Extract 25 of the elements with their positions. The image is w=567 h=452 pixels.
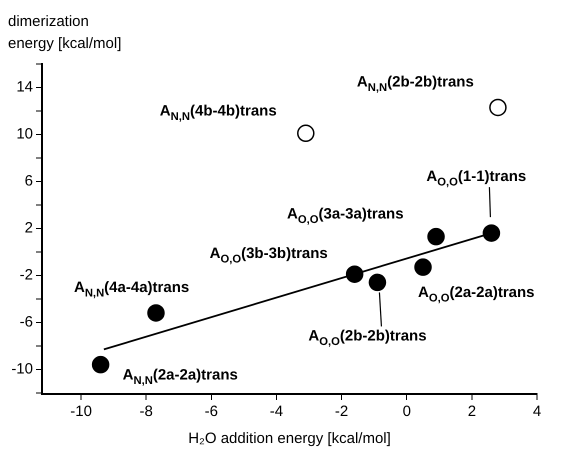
x-tick-label: 4 <box>532 403 542 420</box>
x-tick-label: 0 <box>402 403 411 420</box>
y-axis-title: dimerization energy [kcal/mol] <box>8 13 122 52</box>
x-tick-label: -8 <box>140 403 153 420</box>
x-tick-label: -6 <box>204 403 218 420</box>
point <box>92 356 110 374</box>
x-tick-label: -4 <box>270 403 284 420</box>
y-tick-label: 2 <box>24 220 33 237</box>
point <box>489 98 507 116</box>
y-tick-label: -6 <box>20 314 33 331</box>
x-tick-label: 2 <box>468 403 476 420</box>
y-tick-label: 14 <box>16 78 33 96</box>
point <box>427 228 445 246</box>
y-tick-label: -2 <box>20 266 33 284</box>
point <box>414 258 432 276</box>
x-tick-label: -2 <box>334 403 348 420</box>
y-tick-label: 10 <box>16 126 33 143</box>
y-tick-label: 6 <box>24 172 33 190</box>
point <box>297 124 315 142</box>
point <box>368 274 386 292</box>
x-tick-label: -10 <box>70 403 92 420</box>
y-tick-label: -10 <box>11 360 33 378</box>
point <box>482 224 500 242</box>
x-axis-title: H₂O addition energy [kcal/mol] <box>188 430 391 448</box>
point <box>147 304 165 322</box>
